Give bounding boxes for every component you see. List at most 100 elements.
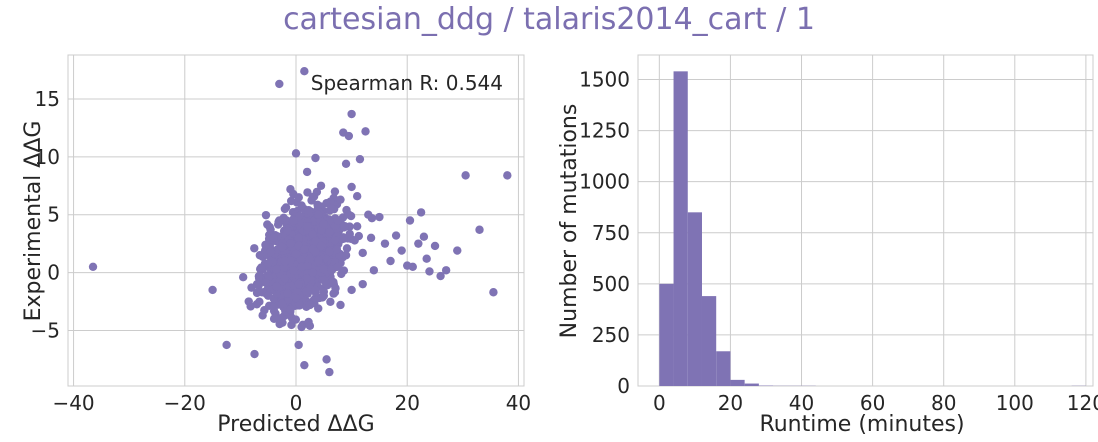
scatter-x-axis-label: Predicted ΔΔG <box>217 412 374 437</box>
scatter-point <box>325 247 334 256</box>
scatter-point <box>461 171 470 180</box>
histogram-y-tick-label: 0 <box>617 374 630 398</box>
scatter-point <box>255 251 265 260</box>
scatter-point <box>289 266 298 275</box>
scatter-point <box>276 314 285 323</box>
scatter-point <box>341 159 351 168</box>
scatter-point <box>441 266 451 275</box>
scatter-point <box>286 305 295 314</box>
scatter-x-ticks: −40 −20 0 20 40 <box>52 391 531 415</box>
scatter-point <box>283 226 292 236</box>
scatter-point <box>269 233 278 243</box>
scatter-point <box>311 294 321 303</box>
scatter-point <box>325 227 334 237</box>
histogram-x-tick-label: 120 <box>1067 391 1098 415</box>
scatter-point <box>419 232 429 241</box>
scatter-point <box>344 131 354 141</box>
scatter-point <box>314 304 323 313</box>
scatter-point <box>333 216 342 225</box>
histogram-bar <box>673 71 688 387</box>
scatter-point <box>369 266 379 275</box>
scatter-point <box>291 249 301 259</box>
scatter-point <box>414 239 423 248</box>
scatter-point <box>280 256 290 266</box>
scatter-point <box>294 279 303 289</box>
histogram-y-tick-label: 750 <box>592 221 630 245</box>
scatter-point <box>244 297 253 306</box>
scatter-panel: −40 −20 0 20 40 −5 0 5 10 15 Spearman R: 0.544 P… <box>21 54 531 437</box>
scatter-point <box>355 154 365 164</box>
scatter-point <box>208 285 217 295</box>
histogram-bar <box>687 212 702 386</box>
histogram-y-tick-label: 1500 <box>579 68 630 92</box>
scatter-point <box>332 245 342 254</box>
scatter-point <box>305 321 315 331</box>
scatter-point <box>272 282 281 291</box>
scatter-point <box>252 288 262 298</box>
scatter-point <box>294 233 303 243</box>
scatter-point <box>416 208 426 217</box>
histogram-panel: 0 20 40 60 80 100 120 0 250 500 750 1000 1250 1500 R… <box>557 54 1098 437</box>
scatter-point <box>340 221 349 231</box>
histogram-bar <box>659 283 674 386</box>
scatter-point <box>405 216 415 225</box>
histogram-x-axis-label: Runtime (minutes) <box>759 412 964 437</box>
scatter-point <box>327 277 337 287</box>
scatter-point <box>297 322 306 332</box>
scatter-point <box>314 210 323 219</box>
scatter-point <box>291 293 301 303</box>
scatter-point <box>263 259 273 268</box>
scatter-point <box>286 239 295 248</box>
scatter-point <box>275 79 284 89</box>
scatter-point <box>300 67 309 76</box>
scatter-point <box>425 267 434 276</box>
scatter-y-tick-label: 15 <box>35 87 60 111</box>
scatter-point <box>300 360 309 370</box>
scatter-point <box>380 239 390 248</box>
histogram-y-tick-label: 250 <box>592 323 630 347</box>
scatter-point <box>408 262 417 271</box>
scatter-y-tick-label: −5 <box>31 318 60 342</box>
histogram-bar <box>744 383 759 386</box>
histogram-bar <box>716 351 731 386</box>
scatter-point <box>261 210 271 220</box>
scatter-point <box>325 367 334 377</box>
scatter-point <box>436 271 445 281</box>
scatter-point <box>347 182 356 192</box>
scatter-point <box>339 233 348 243</box>
scatter-point <box>422 254 431 263</box>
scatter-point <box>344 210 354 219</box>
histogram-y-ticks: 0 250 500 750 1000 1250 1500 <box>579 68 630 398</box>
scatter-point <box>358 248 367 258</box>
scatter-point <box>272 264 281 274</box>
scatter-point <box>319 264 329 274</box>
scatter-point <box>375 212 384 222</box>
scatter-point <box>311 285 320 295</box>
scatter-point <box>280 204 290 214</box>
scatter-point <box>391 231 401 240</box>
scatter-point <box>287 320 296 330</box>
scatter-point <box>286 185 295 194</box>
histogram-y-tick-label: 500 <box>592 272 630 296</box>
scatter-point <box>296 255 306 264</box>
scatter-point <box>300 245 309 254</box>
scatter-y-tick-label: 10 <box>35 145 60 169</box>
scatter-point <box>341 251 351 260</box>
scatter-point <box>280 274 290 283</box>
scatter-y-tick-label: 5 <box>47 203 60 227</box>
scatter-point <box>261 278 270 287</box>
scatter-point <box>453 246 462 255</box>
scatter-point <box>252 279 262 289</box>
scatter-point <box>238 273 248 282</box>
scatter-point <box>254 272 264 281</box>
scatter-point <box>258 311 267 320</box>
scatter-x-tick-label: −40 <box>52 391 94 415</box>
scatter-point <box>294 340 303 350</box>
scatter-point <box>291 149 301 158</box>
scatter-point <box>275 216 284 225</box>
scatter-point <box>303 188 312 197</box>
scatter-point <box>289 216 298 225</box>
scatter-point <box>308 230 317 239</box>
scatter-point <box>269 303 278 312</box>
histogram-x-tick-label: 40 <box>789 391 814 415</box>
